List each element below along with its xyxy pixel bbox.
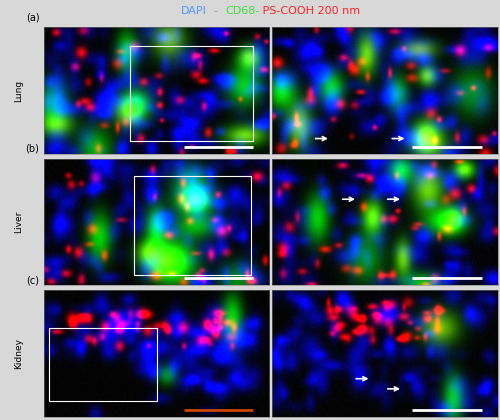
Bar: [48, 328, 156, 402]
Text: PS-COOH 200 nm: PS-COOH 200 nm: [260, 6, 360, 16]
Text: Kidney: Kidney: [14, 338, 24, 369]
Text: Liver: Liver: [14, 211, 24, 233]
Text: CD68-: CD68-: [225, 6, 260, 16]
Text: DAPI: DAPI: [181, 6, 207, 16]
Text: Lung: Lung: [14, 79, 24, 102]
Text: (c): (c): [26, 275, 40, 285]
Bar: [134, 176, 251, 275]
Text: (a): (a): [26, 12, 40, 22]
Text: -: -: [207, 6, 225, 16]
Bar: [130, 46, 254, 141]
Text: (b): (b): [26, 144, 40, 154]
